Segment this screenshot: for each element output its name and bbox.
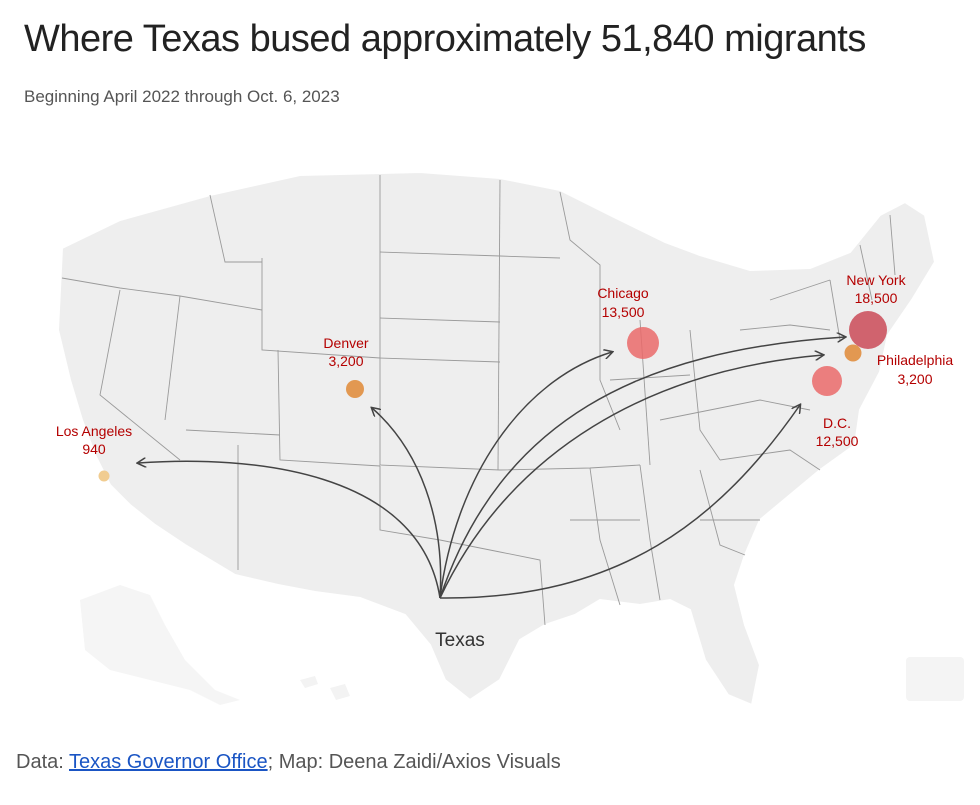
bubble-los-angeles	[98, 470, 110, 482]
label-new-york-name: New York	[846, 272, 906, 288]
alaska-shape	[80, 585, 240, 705]
destination-bubbles	[98, 311, 887, 482]
footer-suffix: ; Map: Deena Zaidi/Axios Visuals	[267, 751, 561, 773]
arrow-to-dc	[439, 405, 800, 599]
bubble-new-york	[849, 311, 887, 349]
label-chicago-count: 13,500	[602, 304, 645, 320]
page-subtitle: Beginning April 2022 through Oct. 6, 202…	[24, 87, 340, 106]
page-title: Where Texas bused approximately 51,840 m…	[24, 18, 866, 60]
state-boundaries	[61, 175, 896, 626]
label-philadelphia-count: 3,200	[897, 371, 932, 387]
flow-arrows	[138, 337, 845, 599]
label-los-angeles-name: Los Angeles	[56, 423, 132, 439]
arrow-to-philadelphia	[439, 355, 823, 599]
source-link[interactable]: Texas Governor Office	[69, 751, 268, 773]
bubble-denver	[346, 380, 364, 398]
label-dc-count: 12,500	[816, 433, 859, 449]
us-landmass	[56, 170, 937, 707]
label-new-york-count: 18,500	[855, 290, 898, 306]
corner-watermark	[906, 657, 964, 701]
label-denver-count: 3,200	[328, 353, 363, 369]
bubble-dc	[812, 366, 842, 396]
arrow-to-denver	[372, 408, 442, 599]
label-origin-texas: Texas	[435, 630, 485, 651]
hawaii-shape	[300, 676, 350, 700]
arrow-to-los-angeles	[138, 461, 441, 599]
label-los-angeles-count: 940	[82, 441, 106, 457]
label-philadelphia-name: Philadelphia	[877, 352, 953, 368]
label-dc-name: D.C.	[823, 415, 851, 431]
label-chicago-name: Chicago	[597, 285, 649, 301]
footer-prefix: Data:	[16, 751, 69, 773]
arrow-to-chicago	[439, 352, 612, 599]
label-denver-name: Denver	[323, 335, 368, 351]
destination-labels: Los Angeles 940 Denver 3,200 Chicago 13,…	[56, 272, 953, 651]
arrow-to-new-york	[439, 337, 845, 599]
source-footer: Data: Texas Governor Office; Map: Deena …	[16, 751, 561, 774]
bubble-chicago	[627, 327, 659, 359]
bubble-philadelphia	[844, 344, 862, 362]
